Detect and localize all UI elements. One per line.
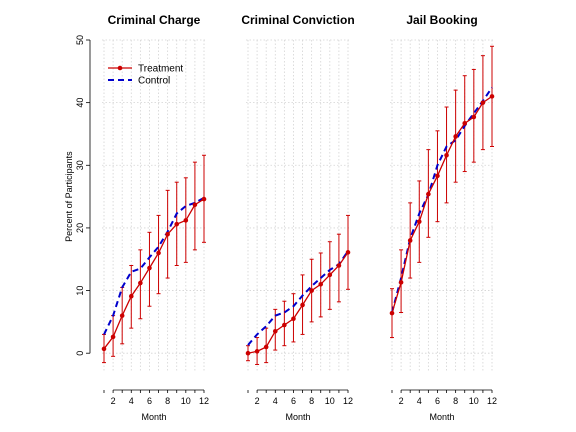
x-tick-label: 2 <box>111 396 116 406</box>
treatment-point <box>426 191 431 197</box>
x-tick-label: 6 <box>435 396 440 406</box>
x-axis-label: Month <box>141 412 166 422</box>
legend-treatment-marker <box>117 65 123 71</box>
treatment-point <box>165 231 170 237</box>
x-tick-label: 2 <box>399 396 404 406</box>
treatment-point <box>398 280 404 285</box>
y-tick-label: 10 <box>75 286 85 296</box>
treatment-point <box>245 350 251 356</box>
treatment-line <box>391 95 493 314</box>
treatment-point <box>318 282 324 287</box>
panel-title: Jail Booking <box>406 13 477 27</box>
control-line <box>391 87 493 313</box>
x-tick-label: 10 <box>181 396 191 406</box>
treatment-point <box>183 218 189 223</box>
x-tick-label: 8 <box>309 396 314 406</box>
treatment-line <box>247 251 349 354</box>
x-tick-label: 10 <box>325 396 335 406</box>
treatment-point <box>480 100 486 105</box>
y-tick-label: 20 <box>75 223 85 233</box>
treatment-point <box>489 94 495 99</box>
x-tick-label: 4 <box>273 396 278 406</box>
x-tick-label: 4 <box>417 396 422 406</box>
treatment-point <box>435 173 440 179</box>
treatment-point <box>282 322 287 328</box>
y-tick-label: 0 <box>75 351 85 356</box>
y-tick-label: 30 <box>75 160 85 170</box>
y-axis-label: Percent of Participants <box>64 151 74 242</box>
treatment-point <box>416 219 422 224</box>
y-tick-label: 40 <box>75 98 85 108</box>
x-tick-label: 6 <box>147 396 152 406</box>
x-tick-label: 12 <box>199 396 209 406</box>
x-tick-label: 8 <box>453 396 458 406</box>
treatment-point <box>110 334 116 340</box>
y-tick-label: 50 <box>75 35 85 45</box>
treatment-point <box>201 196 207 202</box>
treatment-point <box>138 280 143 286</box>
x-tick-label: 12 <box>343 396 353 406</box>
control-line <box>247 250 349 346</box>
x-tick-label: 6 <box>291 396 296 406</box>
x-tick-label: 8 <box>165 396 170 406</box>
treatment-point <box>147 265 152 271</box>
treatment-point <box>156 250 161 256</box>
treatment-point <box>128 293 134 299</box>
treatment-point <box>254 349 260 354</box>
treatment-point <box>192 202 198 208</box>
legend-control-label: Control <box>138 76 170 87</box>
treatment-point <box>407 238 413 243</box>
treatment-point <box>453 134 458 139</box>
treatment-point <box>272 328 278 334</box>
treatment-point <box>462 121 468 126</box>
x-tick-label: 10 <box>469 396 479 406</box>
treatment-point <box>174 221 180 227</box>
x-tick-label: 2 <box>255 396 260 406</box>
panel-title: Criminal Conviction <box>241 13 354 27</box>
legend-treatment-label: Treatment <box>138 64 183 75</box>
treatment-point <box>336 263 342 268</box>
x-axis-label: Month <box>429 412 454 422</box>
treatment-point <box>263 344 269 350</box>
x-axis-label: Month <box>285 412 310 422</box>
treatment-point <box>327 272 333 278</box>
treatment-point <box>471 114 477 120</box>
treatment-line <box>103 198 205 350</box>
x-tick-label: 4 <box>129 396 134 406</box>
treatment-point <box>309 288 314 293</box>
treatment-point <box>291 316 296 322</box>
panel-title: Criminal Charge <box>108 13 201 27</box>
treatment-point <box>119 313 125 318</box>
treatment-point <box>389 310 395 316</box>
treatment-point <box>300 302 305 308</box>
control-line <box>103 196 205 335</box>
treatment-point <box>444 152 449 158</box>
x-tick-label: 12 <box>487 396 497 406</box>
treatment-point <box>101 346 107 352</box>
treatment-point <box>345 250 351 255</box>
